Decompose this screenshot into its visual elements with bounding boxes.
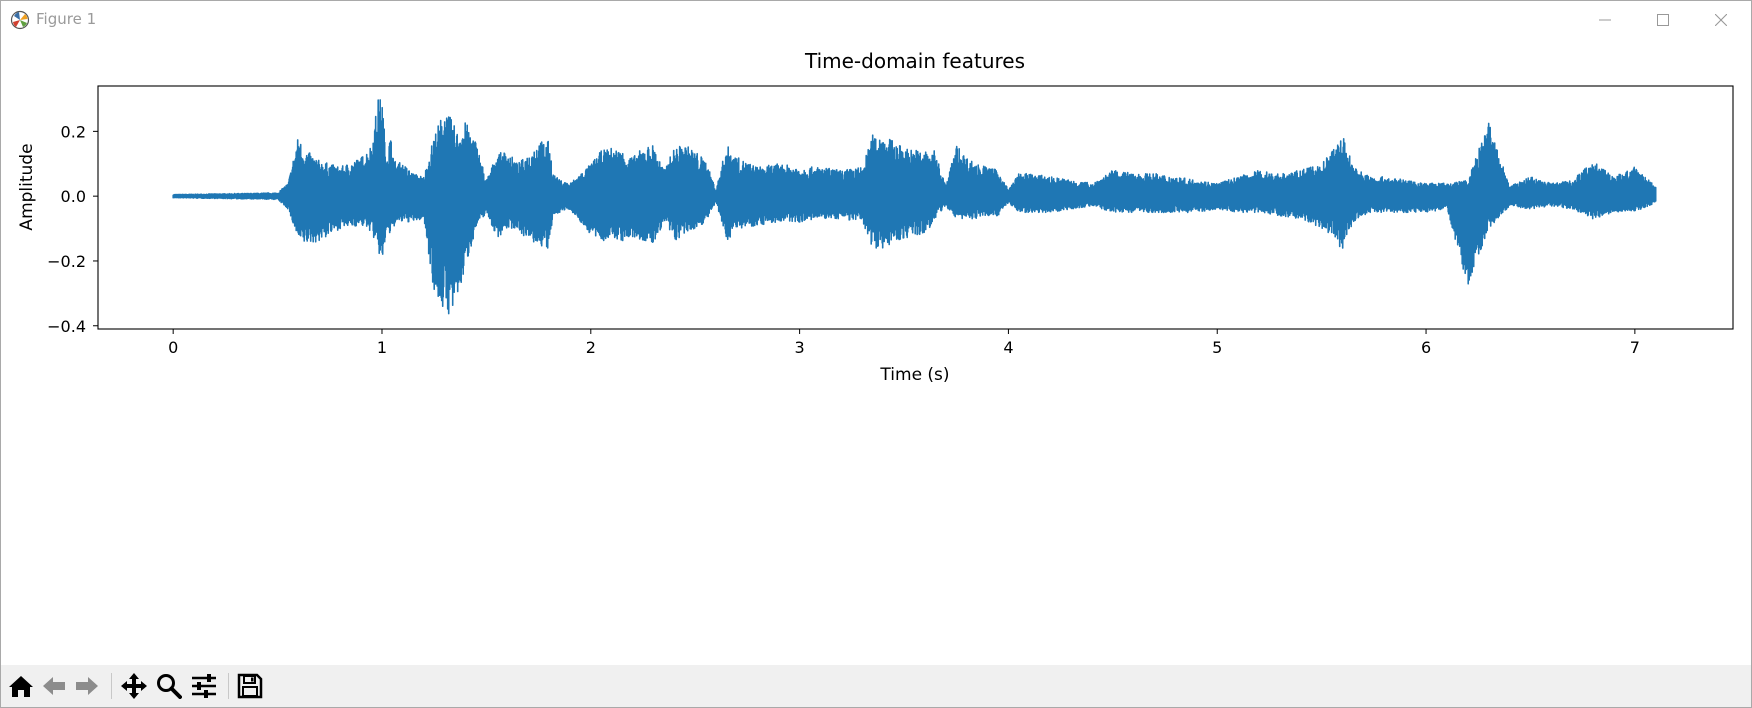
chart-title: Time-domain features [804, 49, 1025, 73]
close-button[interactable] [1692, 1, 1750, 39]
waveform-line [172, 99, 1657, 315]
x-tick-label: 3 [795, 338, 805, 357]
x-tick-label: 2 [586, 338, 596, 357]
y-tick-label: 0.2 [61, 122, 86, 141]
save-icon [237, 673, 263, 699]
plot-frame [97, 85, 1734, 330]
y-tick-label: −0.2 [47, 252, 86, 271]
x-tick-label: 5 [1212, 338, 1222, 357]
home-icon [8, 674, 34, 698]
back-button[interactable] [39, 671, 69, 701]
waveform-plot: Time-domain features Time (s) Amplitude … [17, 49, 1734, 385]
x-tick-label: 4 [1003, 338, 1013, 357]
pan-icon [120, 672, 148, 700]
x-tick-label: 0 [168, 338, 178, 357]
home-button[interactable] [6, 671, 36, 701]
minimize-button[interactable] [1576, 1, 1634, 39]
y-tick-label: 0.0 [61, 187, 86, 206]
x-tick-label: 6 [1421, 338, 1431, 357]
save-button[interactable] [235, 671, 265, 701]
x-tick-label: 7 [1630, 338, 1640, 357]
y-tick-label: −0.4 [47, 317, 86, 336]
window-title: Figure 1 [36, 10, 97, 28]
title-bar: Figure 1 [1, 1, 1751, 39]
forward-icon [74, 674, 100, 698]
zoom-button[interactable] [154, 671, 184, 701]
configure-subplots-icon [191, 674, 217, 698]
configure-subplots-button[interactable] [189, 671, 219, 701]
zoom-icon [156, 673, 182, 699]
plot-data-layer [172, 99, 1657, 315]
pan-button[interactable] [119, 671, 149, 701]
navigation-toolbar [1, 665, 1751, 707]
axes-layer: 0 1 2 3 4 5 6 7 0.2 0.0 −0.2 −0.4 [47, 85, 1734, 357]
matplotlib-logo-icon [10, 10, 30, 30]
figure-canvas[interactable]: Time-domain features Time (s) Amplitude … [1, 39, 1751, 665]
maximize-button[interactable] [1634, 1, 1692, 39]
back-icon [41, 674, 67, 698]
forward-button[interactable] [72, 671, 102, 701]
y-axis-label: Amplitude [17, 143, 37, 230]
toolbar-separator [228, 673, 229, 699]
toolbar-separator [111, 673, 112, 699]
x-tick-label: 1 [377, 338, 387, 357]
x-axis-label: Time (s) [879, 365, 949, 385]
